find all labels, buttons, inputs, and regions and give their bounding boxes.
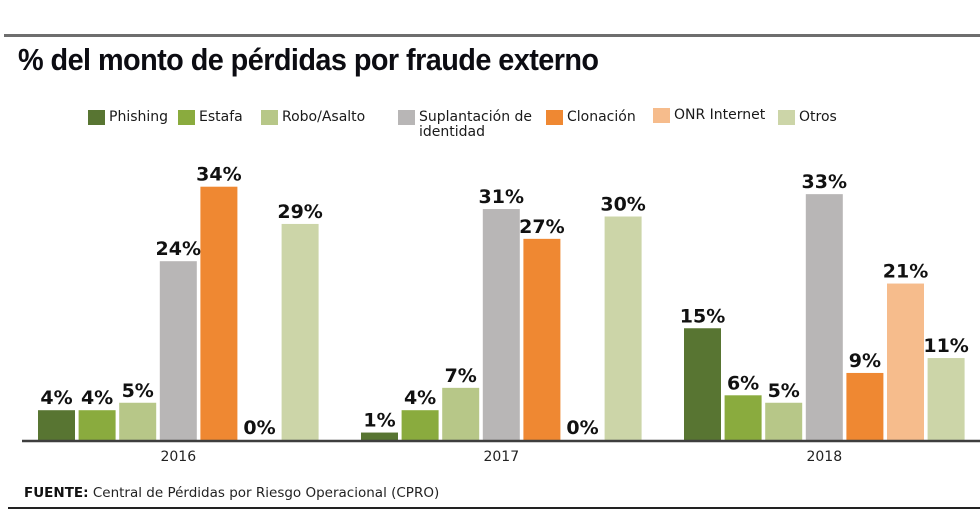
- legend-swatch: [653, 108, 670, 123]
- bar: [119, 402, 157, 440]
- legend-label: Suplantación de identidad: [419, 109, 533, 140]
- source-text: Central de Pérdidas por Riesgo Operacion…: [92, 485, 440, 501]
- legend-swatch: [778, 110, 795, 125]
- data-label: 5%: [122, 380, 154, 402]
- source-note: FUENTE: Central de Pérdidas por Riesgo O…: [24, 485, 439, 501]
- data-label: 0%: [243, 417, 275, 439]
- data-label: 29%: [277, 201, 322, 223]
- bar: [361, 432, 398, 440]
- source-label: FUENTE:: [24, 485, 89, 501]
- bar: [78, 410, 116, 440]
- bar: [684, 328, 721, 440]
- data-label: 4%: [81, 387, 113, 409]
- top-rule: [4, 34, 980, 37]
- data-label: 4%: [404, 387, 436, 409]
- bar: [159, 261, 197, 440]
- bar: [482, 209, 520, 440]
- legend-label: Clonación: [567, 109, 636, 125]
- data-label: 24%: [156, 238, 201, 260]
- data-label: 11%: [923, 335, 968, 357]
- data-label: 9%: [849, 350, 881, 372]
- bar: [401, 410, 439, 440]
- x-tick-label: 2016: [160, 449, 196, 465]
- bar: [887, 283, 924, 440]
- x-tick-label: 2018: [806, 449, 842, 465]
- bar: [200, 186, 238, 440]
- legend-label: Estafa: [199, 109, 243, 125]
- bar: [724, 395, 762, 440]
- legend-swatch: [178, 110, 195, 125]
- legend-item-robo-asalto: Robo/Asalto: [261, 110, 365, 125]
- bar: [805, 194, 843, 440]
- data-label: 0%: [566, 417, 598, 439]
- legend-item-phishing: Phishing: [88, 110, 168, 125]
- legend-swatch: [261, 110, 278, 125]
- legend-label: ONR Internet: [674, 107, 766, 123]
- data-label: 15%: [680, 305, 725, 327]
- data-label: 5%: [768, 380, 800, 402]
- legend-item-otros: Otros: [778, 110, 837, 125]
- bar: [604, 216, 642, 440]
- legend-item-onr-internet: ONR Internet: [653, 108, 765, 123]
- data-label: 34%: [196, 164, 241, 186]
- legend-label: Robo/Asalto: [282, 109, 366, 125]
- bar: [846, 372, 884, 440]
- legend-item-estafa: Estafa: [178, 110, 243, 125]
- data-label: 1%: [363, 410, 395, 432]
- bottom-rule: [8, 507, 980, 509]
- legend-item-suplantacion: Suplantación de identidad: [398, 110, 532, 140]
- data-label: 6%: [727, 372, 759, 394]
- legend-item-clonacion: Clonación: [546, 110, 636, 125]
- data-label: 21%: [883, 261, 928, 283]
- legend-label: Phishing: [109, 109, 169, 125]
- bar: [927, 358, 965, 440]
- data-label: 4%: [40, 387, 72, 409]
- bar: [765, 402, 803, 440]
- legend-swatch: [546, 110, 563, 125]
- data-label: 30%: [600, 194, 645, 216]
- data-label: 7%: [445, 365, 477, 387]
- legend: Phishing Estafa Robo/Asalto Suplantación…: [88, 108, 968, 150]
- legend-label: Otros: [799, 109, 837, 125]
- data-label: 27%: [519, 216, 564, 238]
- bar: [281, 223, 319, 440]
- bar: [38, 410, 75, 440]
- legend-swatch: [398, 110, 415, 125]
- data-label: 33%: [802, 171, 847, 193]
- x-tick-label: 2017: [483, 449, 519, 465]
- bar-chart: 4% 4% 5% 24% 34% 0% 29% 2016 1% 4% 7% 31% 27% 0% 30% 20…: [22, 164, 980, 465]
- legend-swatch: [88, 110, 105, 125]
- bar: [442, 387, 480, 440]
- bar: [523, 238, 561, 440]
- chart-title: % del monto de pérdidas por fraude exter…: [18, 42, 599, 77]
- data-label: 31%: [479, 186, 524, 208]
